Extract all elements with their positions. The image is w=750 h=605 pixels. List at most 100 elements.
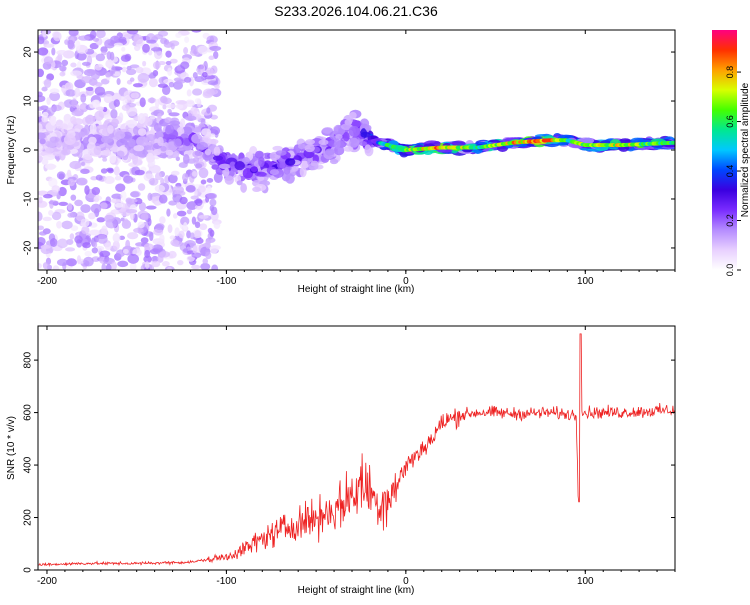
heat-blob-noise: [194, 230, 202, 238]
heat-blob-noise: [111, 261, 117, 270]
heat-blob-ridge: [45, 163, 56, 171]
heat-blob-ridge: [173, 138, 182, 148]
heat-blob-noise: [165, 60, 172, 66]
heat-blob-ridge: [39, 138, 46, 145]
heat-blob-noise: [135, 66, 144, 74]
heat-blob-noise: [65, 89, 76, 97]
heat-blob-ridge: [252, 186, 261, 192]
heat-blob-noise: [71, 110, 84, 117]
heat-blob-noise: [137, 221, 145, 229]
heat-blob-noise: [38, 68, 44, 78]
heat-blob-ridge: [137, 128, 147, 137]
heat-blob-noise: [185, 184, 196, 193]
heat-blob-ridge: [324, 148, 336, 156]
heat-blob-noise: [175, 32, 182, 39]
heat-blob-noise: [106, 51, 112, 60]
heat-blob-noise: [148, 77, 158, 88]
heat-blob-ridge: [70, 116, 77, 125]
heat-blob-ridge: [78, 131, 86, 138]
heat-blob-noise: [119, 95, 126, 101]
heat-blob-noise: [170, 42, 175, 50]
heat-blob-noise: [89, 229, 101, 236]
heat-blob-noise: [116, 78, 121, 86]
snr-series-line: [38, 333, 675, 568]
heat-blob-noise: [166, 208, 171, 217]
snr-y-tick-label: 600: [23, 404, 34, 421]
heat-blob-noise: [81, 61, 91, 66]
heat-blob-noise: [110, 198, 122, 204]
heat-blob-noise: [154, 172, 162, 181]
heat-blob-noise: [137, 183, 146, 191]
heat-blob-noise: [38, 111, 42, 118]
heat-blob-noise: [152, 244, 163, 253]
heat-blob-noise: [160, 177, 165, 185]
heat-blob-noise: [92, 241, 98, 248]
spectrogram-x-tick-label: -100: [216, 276, 236, 287]
snr-x-tick-label: 100: [577, 576, 594, 587]
heat-blob-noise: [114, 202, 124, 208]
heat-blob-noise: [78, 35, 90, 41]
snr-y-tick-label: 400: [23, 456, 34, 473]
heat-blob-noise: [202, 258, 209, 265]
heat-blob-noise: [143, 255, 152, 263]
heat-blob-noise: [52, 265, 60, 270]
heat-blob-ridge: [109, 152, 117, 164]
heat-blob-ridge: [349, 137, 359, 148]
heat-blob-noise: [103, 176, 115, 185]
heat-blob-ridge: [50, 115, 57, 126]
heat-blob-noise: [206, 107, 211, 114]
heat-blob-noise: [169, 235, 176, 240]
snr-plot-area: [38, 326, 675, 570]
heat-blob-ridge: [305, 139, 316, 145]
heat-blob-noise: [91, 186, 101, 196]
heat-blob-noise: [89, 42, 99, 50]
heat-blob-noise: [129, 77, 135, 82]
heat-blob-noise: [38, 236, 46, 246]
heat-blob-noise: [199, 223, 208, 231]
heat-blob-noise: [120, 54, 131, 62]
heat-blob-noise: [133, 34, 144, 45]
heat-blob-noise: [84, 250, 92, 257]
heat-blob-noise: [209, 205, 215, 212]
heat-blob-noise: [148, 49, 153, 56]
heat-blob-ridge: [240, 183, 247, 193]
heat-blob-noise: [84, 185, 90, 195]
colorbar-tick-label: 0.2: [725, 214, 735, 227]
heat-blob-noise: [103, 214, 115, 223]
heat-blob-noise: [149, 115, 156, 120]
heat-blob-noise: [75, 40, 81, 51]
heat-blob-ridge: [351, 120, 362, 128]
heat-blob-noise: [122, 248, 129, 254]
heat-blob-ridge: [334, 138, 341, 150]
heat-blob-noise: [111, 65, 116, 75]
heat-blob-noise: [184, 36, 190, 44]
heat-blob-noise: [105, 71, 112, 78]
heat-blob-noise: [166, 266, 173, 270]
heat-blob-ridge: [304, 144, 315, 153]
heat-blob-noise: [169, 58, 178, 64]
heat-blob-noise: [137, 72, 150, 83]
spectrogram-y-label: Frequency (Hz): [6, 116, 17, 185]
heat-blob-ridge: [165, 149, 174, 156]
heat-blob-noise: [155, 98, 160, 109]
heat-blob-ridge: [322, 127, 334, 134]
heat-blob-ridge: [310, 160, 319, 167]
heat-blob-ridge: [192, 157, 200, 163]
heat-blob-noise: [178, 230, 185, 239]
heat-blob-noise: [213, 221, 221, 230]
heat-blob-noise: [51, 185, 61, 193]
heat-blob-noise: [70, 62, 77, 68]
heat-blob-noise: [182, 248, 189, 253]
heat-blob-noise: [114, 175, 122, 181]
heat-blob-ridge: [111, 118, 119, 127]
heat-blob-noise: [197, 185, 206, 193]
heat-blob-ridge: [38, 132, 47, 140]
heat-blob-noise: [123, 175, 134, 184]
heat-blob-noise: [125, 197, 133, 204]
heat-blob-noise: [38, 231, 47, 236]
heat-blob-noise: [112, 232, 121, 243]
heat-blob-noise: [68, 30, 79, 37]
heat-blob-noise: [126, 30, 139, 35]
heat-blob-ridge: [364, 144, 372, 154]
